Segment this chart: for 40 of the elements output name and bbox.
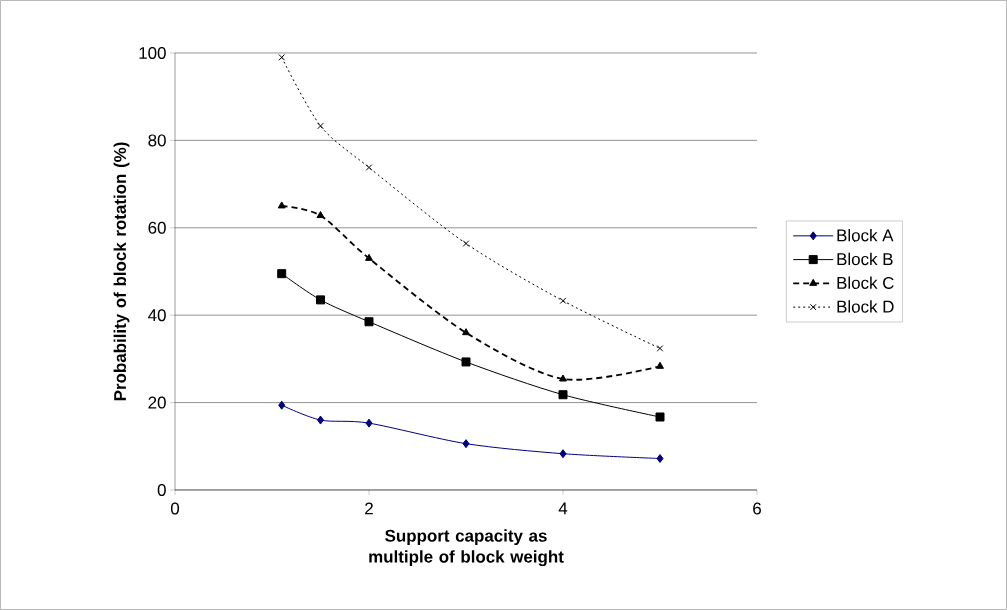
point	[365, 418, 373, 428]
y-tick-label: 20	[148, 396, 166, 409]
point	[277, 269, 287, 279]
point	[656, 361, 664, 369]
legend-label: Block C	[837, 276, 894, 289]
legend-label: Block A	[837, 228, 894, 242]
point	[655, 412, 665, 422]
x-tick-label: 6	[753, 502, 761, 515]
y-tick-label: 100	[139, 46, 166, 59]
point	[278, 400, 286, 410]
point	[656, 345, 664, 352]
x-tick-label: 4	[558, 502, 568, 515]
point	[316, 211, 325, 219]
point	[365, 164, 373, 171]
point	[461, 357, 471, 367]
point	[656, 454, 664, 464]
point	[365, 253, 373, 261]
point	[558, 390, 568, 400]
point	[462, 240, 470, 247]
point	[277, 201, 286, 209]
point	[316, 295, 326, 305]
point	[559, 374, 567, 382]
point	[317, 415, 325, 425]
legend-label: Block B	[837, 252, 893, 266]
point	[462, 439, 470, 449]
x-tick-label: 2	[365, 502, 373, 515]
point	[364, 317, 374, 327]
y-tick-label: 0	[157, 483, 166, 496]
y-tick-label: 60	[148, 221, 166, 234]
y-axis-title: Probability of block rotation (%)	[113, 142, 130, 401]
point	[278, 54, 286, 61]
point	[462, 328, 470, 336]
point	[559, 449, 567, 459]
y-tick-label: 40	[148, 309, 166, 322]
point	[559, 297, 567, 305]
y-tick-label: 80	[148, 134, 166, 147]
x-tick-label: 0	[170, 502, 180, 515]
x-axis-title: Support capacity as multiple of block weight	[369, 529, 564, 567]
legend-label: Block D	[837, 300, 894, 313]
point	[317, 122, 324, 130]
